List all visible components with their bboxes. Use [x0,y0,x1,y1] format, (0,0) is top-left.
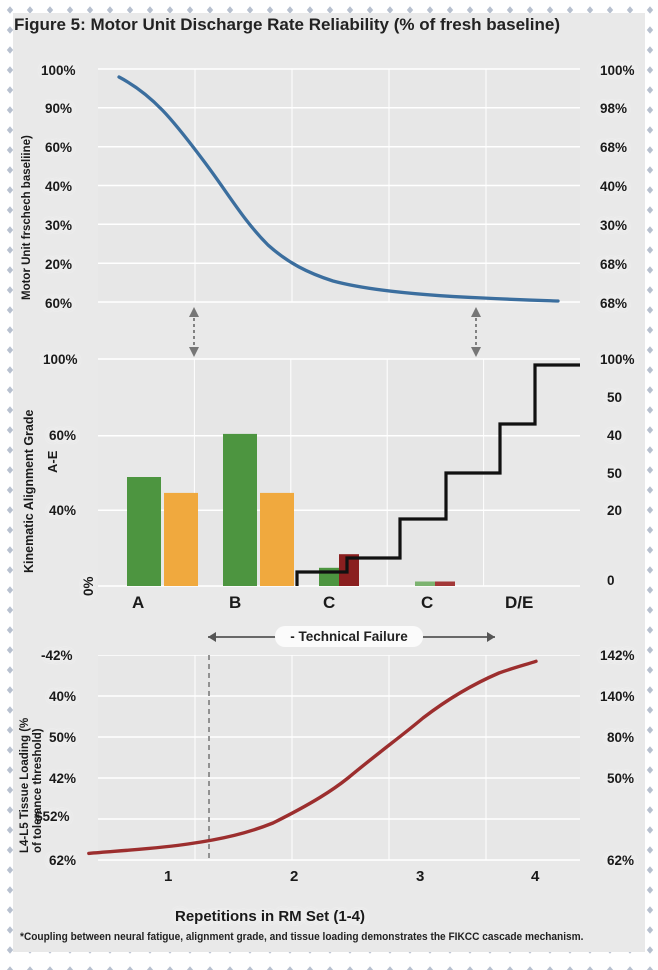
svg-text:- Technical Failure: - Technical Failure [290,629,408,644]
